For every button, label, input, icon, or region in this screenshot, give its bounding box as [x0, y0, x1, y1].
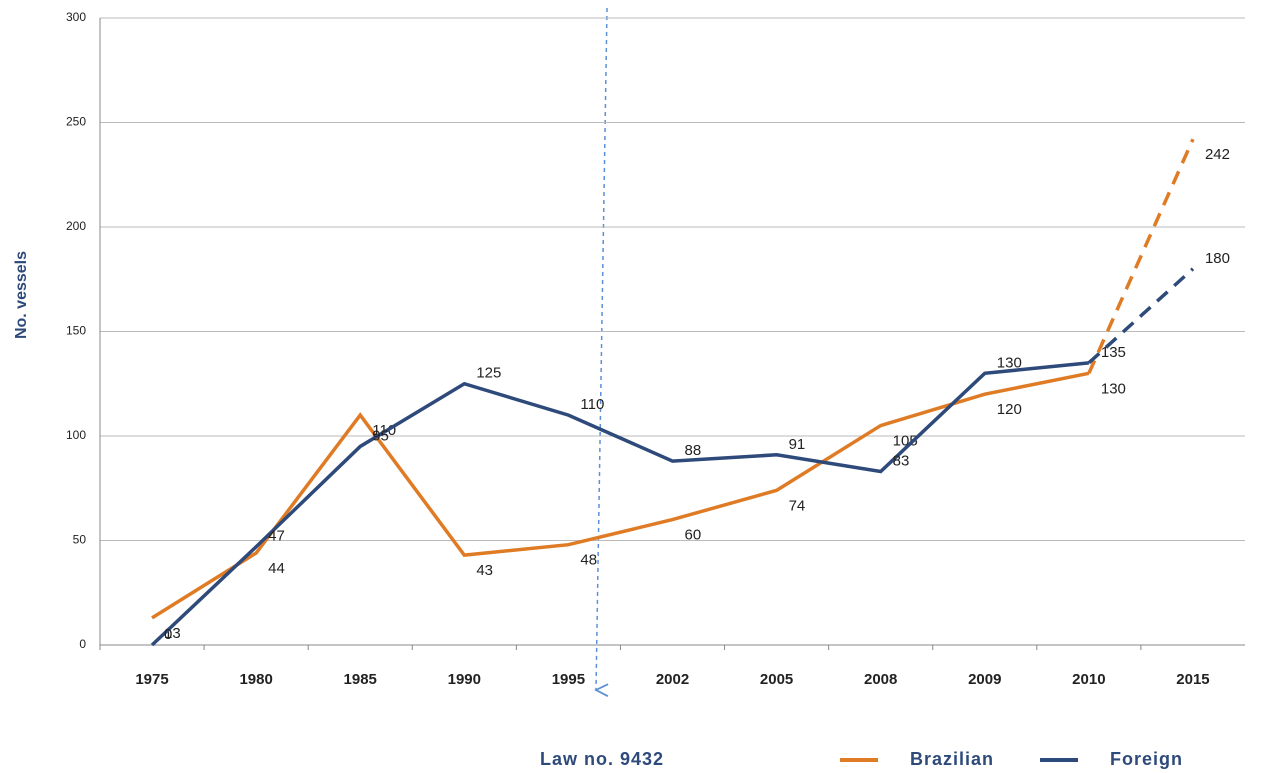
data-label: 83 — [893, 452, 910, 469]
data-label: 95 — [372, 427, 389, 444]
data-label: 88 — [685, 442, 702, 459]
y-tick-label: 200 — [66, 219, 86, 233]
x-tick-label: 1985 — [344, 671, 377, 688]
data-label: 74 — [789, 497, 806, 514]
data-label: 48 — [580, 552, 597, 569]
law-marker — [596, 7, 607, 690]
legend-label: Brazilian — [910, 749, 994, 769]
data-label: 105 — [893, 433, 918, 450]
y-tick-label: 0 — [79, 637, 86, 651]
x-tick-label: 1995 — [552, 671, 585, 688]
x-tick-label: 1980 — [239, 671, 272, 688]
x-tick-label: 2009 — [968, 671, 1001, 688]
data-label: 0 — [164, 626, 172, 643]
data-label: 125 — [476, 365, 501, 382]
y-tick-label: 150 — [66, 324, 86, 338]
data-label: 130 — [997, 354, 1022, 371]
data-label: 180 — [1205, 250, 1230, 267]
x-tick-label: 2015 — [1176, 671, 1209, 688]
annotation: Law no. 9432 — [540, 749, 664, 769]
x-tick-label: 2005 — [760, 671, 793, 688]
projection-line — [1087, 138, 1195, 375]
legend-label: Foreign — [1110, 749, 1183, 769]
data-label: 60 — [685, 527, 702, 544]
data-label: 110 — [580, 396, 604, 413]
y-tick-label: 100 — [66, 428, 86, 442]
series-line — [151, 371, 1090, 620]
x-tick-label: 1975 — [135, 671, 168, 688]
y-tick-label: 300 — [66, 10, 86, 24]
series-line — [150, 361, 1090, 647]
data-label: 47 — [268, 528, 285, 545]
y-tick-label: 250 — [66, 115, 86, 129]
projection-line — [1087, 267, 1195, 365]
y-tick-label: 50 — [73, 533, 87, 547]
x-tick-label: 2002 — [656, 671, 689, 688]
data-label: 120 — [997, 401, 1022, 418]
x-tick-label: 2008 — [864, 671, 897, 688]
y-axis-label: No. vessels — [13, 251, 30, 339]
data-label: 44 — [268, 560, 285, 577]
data-label: 130 — [1101, 380, 1126, 397]
data-label: 242 — [1205, 146, 1230, 163]
data-label: 135 — [1101, 344, 1126, 361]
data-label: 43 — [476, 562, 493, 579]
data-label: 91 — [789, 436, 806, 453]
x-tick-label: 1990 — [448, 671, 481, 688]
x-tick-label: 2010 — [1072, 671, 1105, 688]
